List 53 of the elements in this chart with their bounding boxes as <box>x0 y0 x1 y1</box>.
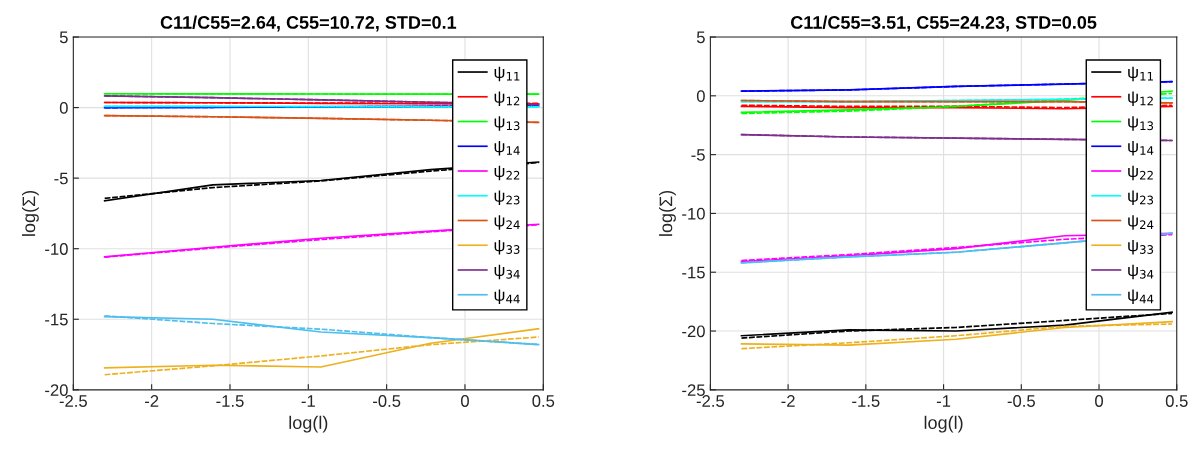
legend-label: ψ$_{14}$ <box>494 141 520 156</box>
y-tick-label: -25 <box>682 384 705 397</box>
y-tick-label: -10 <box>45 243 68 255</box>
legend-label: ψ$_{24}$ <box>1128 215 1154 230</box>
x-tick-label: 0.5 <box>1165 395 1188 407</box>
y-tick-label: -20 <box>682 325 705 338</box>
legend-label: ψ$_{34}$ <box>1128 264 1154 280</box>
x-tick-label: -1 <box>936 395 951 407</box>
x-tick-label: -2 <box>144 395 159 407</box>
y-axis-title: log(Σ) <box>659 190 676 236</box>
legend-label: ψ$_{22}$ <box>1128 165 1153 181</box>
x-tick-label: -2 <box>781 395 795 407</box>
y-tick-label: -10 <box>682 207 705 220</box>
x-tick-label: -1.5 <box>852 395 880 407</box>
x-tick-label: 0.5 <box>532 395 555 407</box>
y-tick-label: -5 <box>54 172 68 185</box>
legend-label: ψ$_{33}$ <box>494 240 520 255</box>
legend-label: ψ$_{22}$ <box>494 165 520 181</box>
legend-label: ψ$_{23}$ <box>494 190 520 205</box>
y-tick-label: 5 <box>696 31 705 44</box>
legend-label: ψ$_{11}$ <box>494 66 520 82</box>
chart-title: C11/C55=3.51, C55=24.23, STD=0.05 <box>790 15 1097 32</box>
legend-label: ψ$_{13}$ <box>1128 116 1154 131</box>
legend-label: ψ$_{33}$ <box>1128 240 1154 255</box>
legend-label: ψ$_{44}$ <box>1128 289 1154 304</box>
legend-label: ψ$_{11}$ <box>1128 66 1153 82</box>
x-tick-label: -1.5 <box>216 395 244 407</box>
legend-label: ψ$_{13}$ <box>494 116 520 131</box>
y-tick-label: -15 <box>682 266 705 279</box>
y-tick-label: 0 <box>696 90 705 103</box>
y-tick-label: 5 <box>59 31 68 44</box>
legend-label: ψ$_{23}$ <box>1128 190 1154 205</box>
x-tick-label: 0 <box>460 395 469 407</box>
y-tick-label: 0 <box>59 101 68 114</box>
y-tick-label: -20 <box>45 384 68 397</box>
x-tick-label: -2.5 <box>696 395 725 407</box>
legend-label: ψ$_{34}$ <box>494 264 520 280</box>
legend-label: ψ$_{14}$ <box>1128 141 1154 156</box>
chart-title: C11/C55=2.64, C55=10.72, STD=0.1 <box>160 15 457 32</box>
y-axis-title: log(Σ) <box>21 190 39 236</box>
y-tick-label: -15 <box>45 313 68 326</box>
legend-label: ψ$_{44}$ <box>494 289 520 304</box>
x-tick-label: 0 <box>1095 395 1104 407</box>
x-tick-label: -0.5 <box>373 395 401 407</box>
legend-label: ψ$_{12}$ <box>494 91 520 106</box>
x-tick-label: -0.5 <box>1007 395 1035 407</box>
x-axis-title: log(l) <box>289 415 328 433</box>
x-tick-label: -1 <box>301 395 315 407</box>
y-tick-label: -5 <box>691 149 705 161</box>
legend-label: ψ$_{24}$ <box>494 215 520 230</box>
x-axis-title: log(l) <box>924 415 963 433</box>
x-tick-label: -2.5 <box>59 395 87 407</box>
legend-label: ψ$_{12}$ <box>1128 91 1153 106</box>
